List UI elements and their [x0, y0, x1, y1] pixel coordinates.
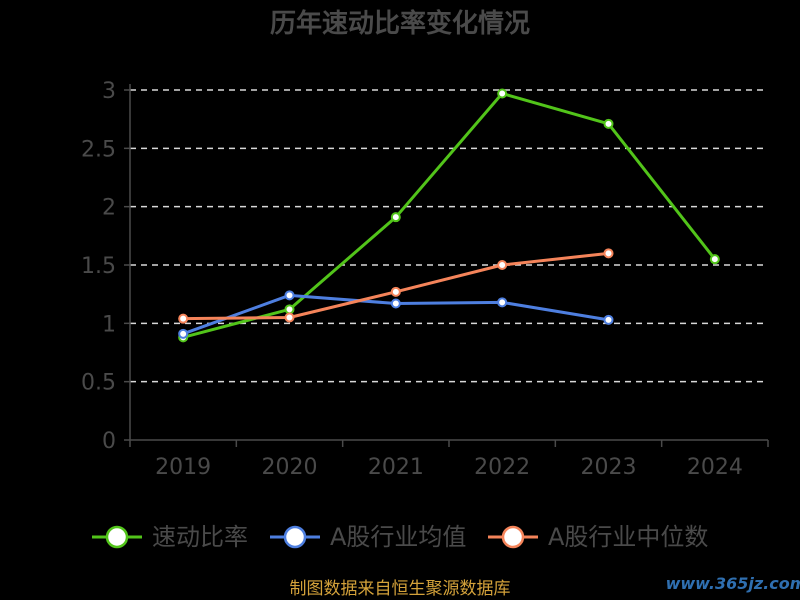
y-tick-label: 0.5	[81, 371, 116, 396]
x-tick-label: 2023	[581, 455, 637, 480]
legend-label: 速动比率	[152, 523, 248, 551]
series-line-0	[182, 92, 717, 339]
data-point[interactable]	[284, 290, 295, 301]
x-tick-label: 2021	[368, 455, 424, 480]
watermark: www.365jz.com	[666, 574, 800, 593]
data-point[interactable]	[390, 298, 401, 309]
legend-item-1[interactable]: A股行业均值	[270, 523, 466, 551]
axes: 0 0.5 1 1.5 2 2.5 3 2019 2020 2021 2022 2023 2024	[81, 79, 769, 480]
y-tick-label: 1	[102, 312, 116, 337]
data-point[interactable]	[284, 312, 295, 323]
legend-marker	[105, 525, 129, 549]
y-tick-label: 2.5	[81, 137, 116, 162]
data-point[interactable]	[390, 286, 401, 297]
data-point[interactable]	[603, 118, 614, 129]
legend-label: A股行业均值	[330, 523, 466, 551]
data-point[interactable]	[284, 304, 295, 315]
series-group	[178, 88, 720, 343]
x-tick-label: 2022	[474, 455, 530, 480]
data-point[interactable]	[178, 313, 189, 324]
legend-label: A股行业中位数	[548, 523, 708, 551]
data-point[interactable]	[497, 88, 508, 99]
data-point[interactable]	[178, 328, 189, 339]
data-point[interactable]	[709, 254, 720, 265]
y-tick-label: 1.5	[81, 254, 116, 279]
legend-item-2[interactable]: A股行业中位数	[488, 523, 708, 551]
data-point[interactable]	[603, 314, 614, 325]
data-point[interactable]	[497, 297, 508, 308]
data-point[interactable]	[390, 212, 401, 223]
legend-marker	[501, 525, 525, 549]
x-tick-label: 2020	[262, 455, 318, 480]
y-tick-label: 2	[102, 196, 116, 221]
source-note: 制图数据来自恒生聚源数据库	[290, 579, 511, 599]
legend: 速动比率 A股行业均值 A股行业中位数	[92, 523, 708, 551]
y-tick-label: 3	[102, 79, 116, 104]
chart-title: 历年速动比率变化情况	[270, 8, 530, 39]
data-point[interactable]	[497, 260, 508, 270]
x-tick-label: 2024	[687, 455, 743, 480]
grid	[130, 89, 768, 383]
data-point[interactable]	[603, 248, 614, 259]
y-tick-label: 0	[102, 429, 116, 454]
legend-marker	[283, 525, 307, 549]
legend-item-0[interactable]: 速动比率	[92, 523, 248, 551]
x-tick-label: 2019	[155, 455, 211, 480]
